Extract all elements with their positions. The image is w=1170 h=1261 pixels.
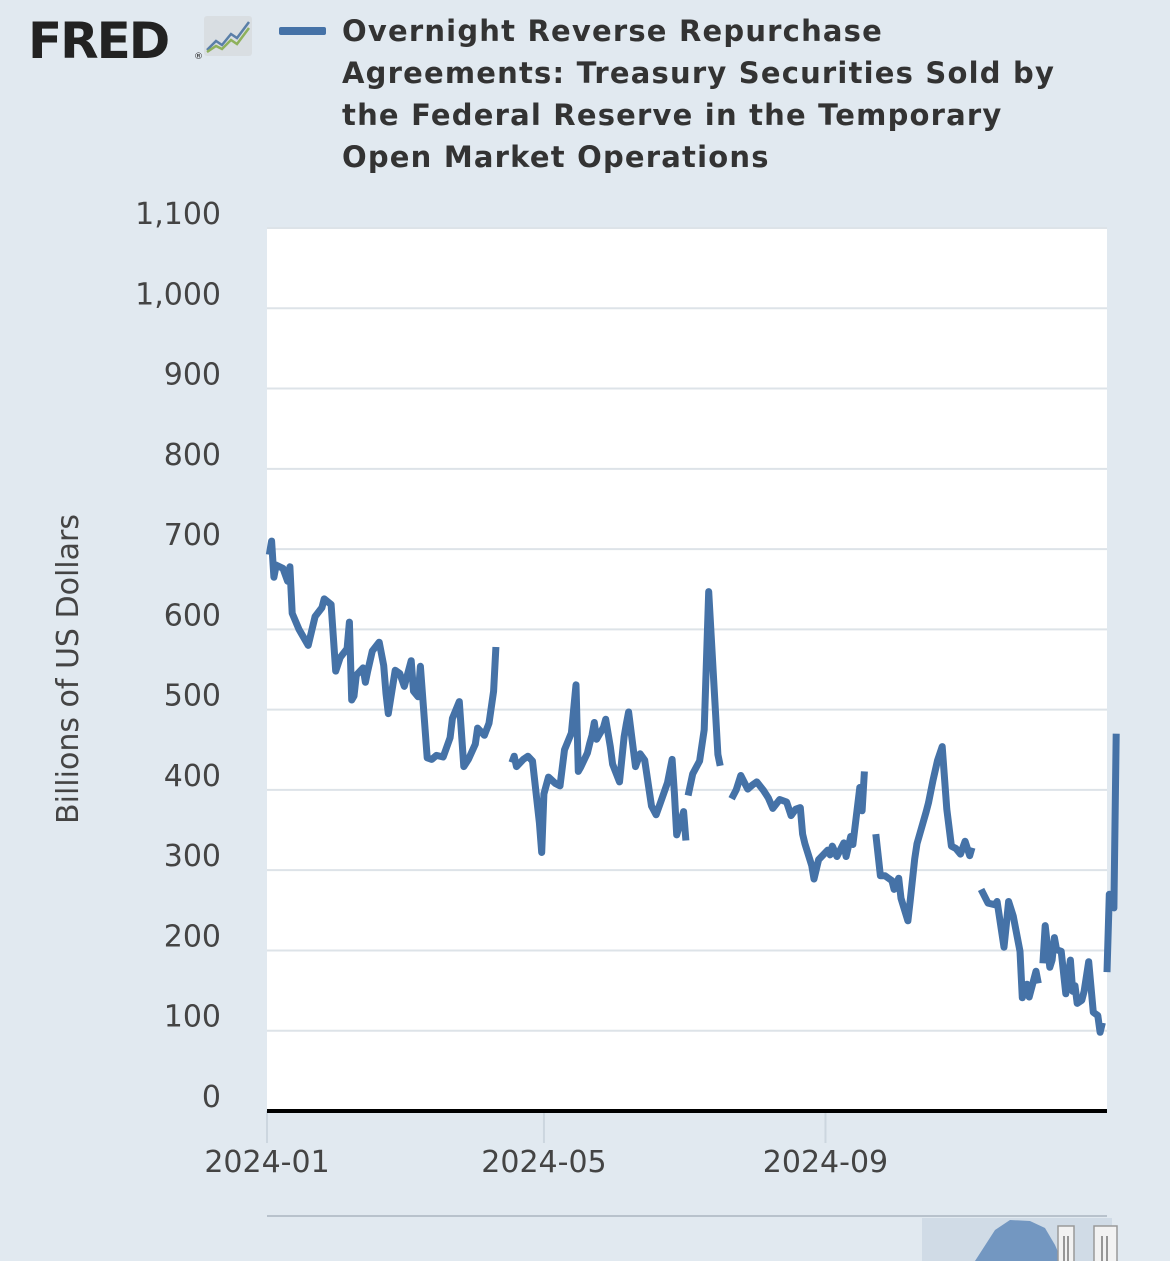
- series-layer: [265, 537, 1120, 1036]
- series-line: [1039, 922, 1106, 1036]
- series-title: Overnight Reverse Repurchase Agreements:…: [342, 10, 1062, 178]
- y-tick-label: 500: [164, 679, 221, 714]
- series-line: [1103, 733, 1120, 973]
- y-tick-label: 900: [164, 358, 221, 393]
- series-line: [265, 537, 500, 771]
- x-tick-label: 2024-01: [204, 1145, 329, 1180]
- y-tick-label: 700: [164, 518, 221, 553]
- logo-text: FRED: [28, 12, 170, 70]
- fred-logo[interactable]: FRED ®: [24, 10, 256, 70]
- y-tick-label: 0: [202, 1080, 221, 1115]
- y-tick-label: 400: [164, 759, 221, 794]
- y-tick-label: 1,100: [135, 197, 221, 232]
- y-tick-label: 300: [164, 839, 221, 874]
- y-axis-title: Billions of US Dollars: [51, 514, 86, 824]
- range-navigator[interactable]: [267, 1215, 1118, 1261]
- x-axis-ticks: [266, 1111, 827, 1143]
- y-axis-tick-labels: 0 100 200 300 400 500 600 700 800 900 1,000 1,100: [135, 197, 221, 1115]
- logo-registered-mark: ®: [194, 52, 203, 62]
- gridlines: [267, 227, 1107, 1032]
- series-line: [728, 771, 868, 883]
- y-tick-label: 600: [164, 598, 221, 633]
- series-line: [508, 681, 690, 856]
- x-tick-label: 2024-05: [481, 1145, 606, 1180]
- navigator-series-area: [975, 1220, 1062, 1261]
- legend-swatch: [279, 27, 326, 35]
- navigator-left-handle[interactable]: [1057, 1225, 1075, 1261]
- y-tick-label: 100: [164, 1000, 221, 1035]
- y-tick-label: 200: [164, 919, 221, 954]
- chart-header: FRED ® Overnight Reverse Repurchase Agre…: [0, 0, 1170, 200]
- series-title-line: the Federal Reserve in the Temporary: [342, 98, 1003, 132]
- navigator-right-handle[interactable]: [1093, 1225, 1118, 1261]
- x-axis-tick-labels: 2024-01 2024-05 2024-09: [204, 1145, 888, 1180]
- y-tick-label: 800: [164, 438, 221, 473]
- series-title-line: Open Market Operations: [342, 140, 770, 174]
- series-line: [684, 588, 724, 797]
- series-title-line: Agreements: Treasury Securities Sold by: [342, 56, 1056, 90]
- y-tick-label: 1,000: [135, 277, 221, 312]
- trend-graph-icon: [204, 16, 252, 56]
- series-title-line: Overnight Reverse Repurchase: [342, 14, 884, 48]
- series-line: [872, 743, 976, 925]
- x-tick-label: 2024-09: [763, 1145, 888, 1180]
- series-line: [977, 887, 1042, 1002]
